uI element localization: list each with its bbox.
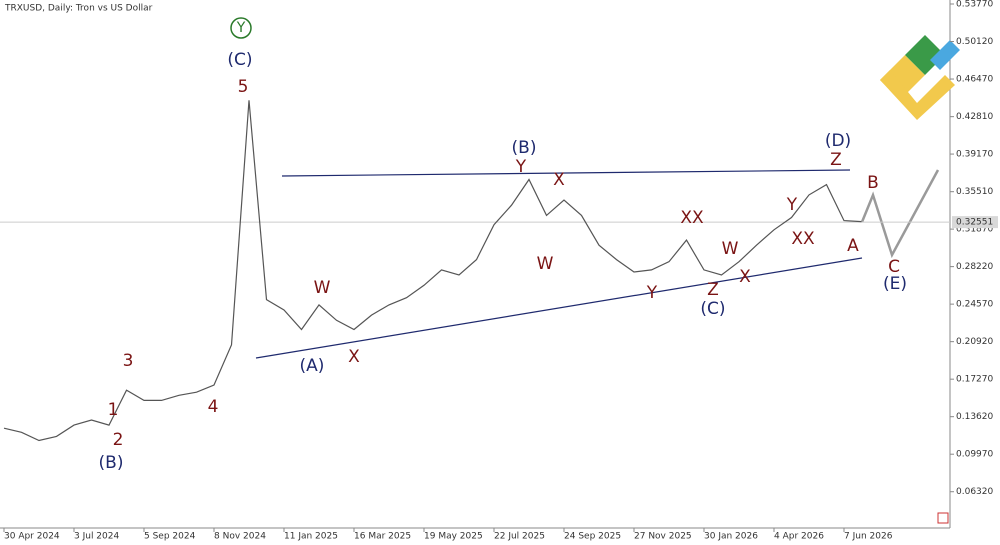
y-tick-label: 0.09970 [956, 450, 993, 460]
x-tick-label: 11 Jan 2025 [284, 532, 338, 542]
y-tick-label: 0.28220 [956, 262, 993, 272]
corner-icon [937, 512, 949, 524]
logo [880, 35, 960, 120]
x-tick-label: 4 Apr 2026 [774, 532, 824, 542]
y-tick-label: 0.35510 [956, 187, 993, 197]
wave-label: Y [515, 157, 527, 177]
wave-label: Y [646, 283, 658, 303]
wave-label: X [553, 170, 565, 190]
wave-label: C [888, 257, 900, 277]
wave-label: W [537, 254, 554, 274]
y-tick-label: 0.20920 [956, 337, 993, 347]
wave-label: Z [830, 150, 842, 170]
price-line [3, 100, 862, 442]
chart-title: TRXUSD, Daily: Tron vs US Dollar [4, 4, 153, 14]
y-tick-label: 0.13620 [956, 412, 993, 422]
wave-label: 1 [108, 400, 119, 420]
wave-label: W [722, 239, 739, 259]
wave-label: 5 [238, 77, 249, 97]
wave-label: (D) [825, 131, 851, 151]
wave-label: Z [707, 280, 719, 300]
x-tick-label: 30 Jan 2026 [704, 532, 758, 542]
y-tick-label: 0.53770 [956, 0, 993, 10]
wave-label: 2 [113, 430, 124, 450]
upper-trend-line [281, 169, 851, 177]
wave-label: 3 [123, 351, 134, 371]
wave-label: (B) [512, 138, 537, 158]
y-tick-label: 0.46470 [956, 75, 993, 85]
wave-label: 4 [208, 397, 219, 417]
x-tick-label: 5 Sep 2024 [144, 532, 196, 542]
wave-label: B [867, 173, 879, 193]
y-tick-label: 0.17270 [956, 375, 993, 385]
y-tick-label: 0.24570 [956, 300, 993, 310]
y-tick-label: 0.31870 [956, 225, 993, 235]
x-tick-label: 22 Jul 2025 [494, 532, 545, 542]
wave-label: (C) [227, 50, 252, 70]
x-tick-label: 16 Mar 2025 [354, 532, 411, 542]
y-tick-label: 0.50120 [956, 37, 993, 47]
lower-trend-line [255, 257, 863, 359]
x-tick-label: 24 Sep 2025 [564, 532, 621, 542]
wave-circle [230, 17, 252, 39]
wave-label: (E) [883, 274, 907, 294]
x-tick-label: 27 Nov 2025 [634, 532, 692, 542]
wave-label: (B) [99, 453, 124, 473]
wave-label: A [847, 236, 859, 256]
x-tick-label: 3 Jul 2024 [74, 532, 119, 542]
wave-label: W [314, 278, 331, 298]
x-tick-label: 8 Nov 2024 [214, 532, 266, 542]
x-tick-label: 7 Jun 2026 [844, 532, 893, 542]
current-price-label: 0.32551 [956, 218, 993, 228]
y-tick-label: 0.06320 [956, 487, 993, 497]
wave-label: Y [786, 195, 798, 215]
wave-label: Y [236, 20, 246, 36]
current-price-box [952, 216, 998, 229]
x-tick-label: 19 May 2025 [424, 532, 483, 542]
y-tick-label: 0.39170 [956, 150, 993, 160]
forecast-path [860, 169, 940, 259]
wave-label: (C) [700, 299, 725, 319]
wave-label: X [348, 347, 360, 367]
wave-label: XX [791, 229, 815, 249]
x-tick-label: 30 Apr 2024 [4, 532, 60, 542]
wave-label: XX [680, 208, 704, 228]
wave-label: (A) [300, 356, 325, 376]
y-tick-label: 0.42810 [956, 112, 993, 122]
wave-label: X [739, 267, 751, 287]
